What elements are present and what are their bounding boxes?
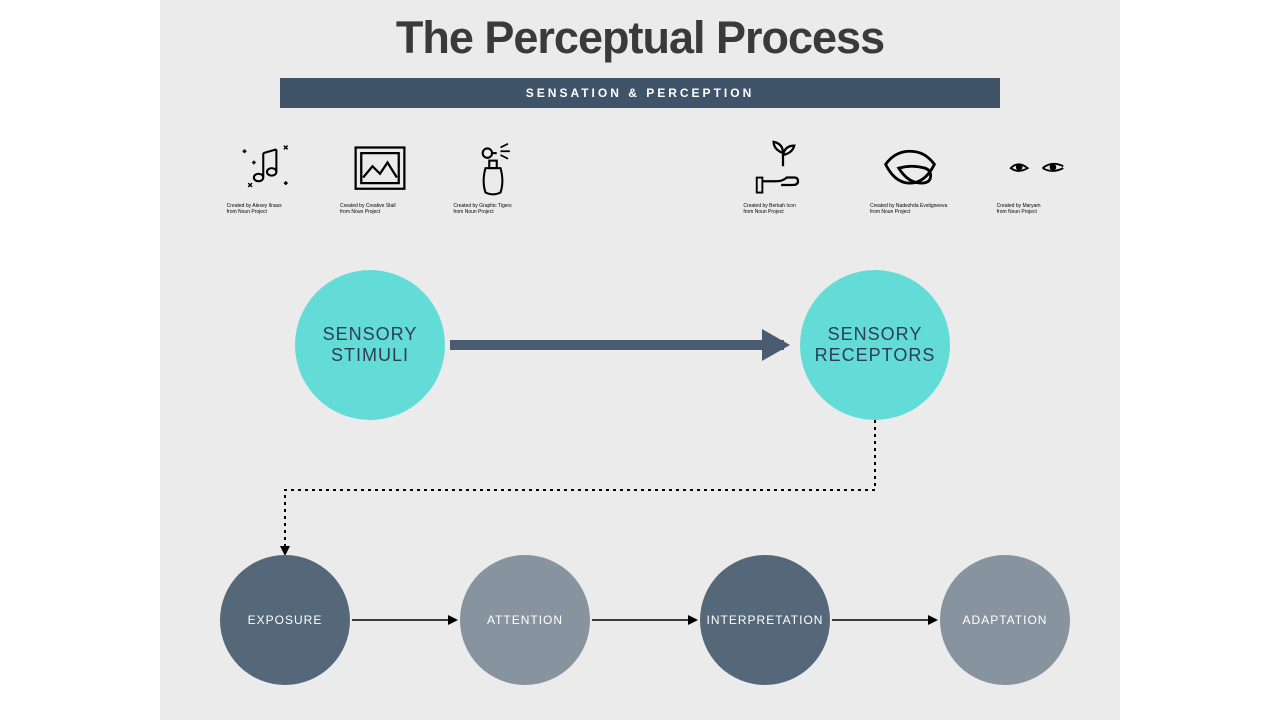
process-node-interpretation: INTERPRETATION xyxy=(700,555,830,685)
infographic-canvas: The Perceptual Process SENSATION & PERCE… xyxy=(160,0,1120,720)
process-node-exposure: EXPOSURE xyxy=(220,555,350,685)
process-node-adaptation: ADAPTATION xyxy=(940,555,1070,685)
process-node-attention: ATTENTION xyxy=(460,555,590,685)
